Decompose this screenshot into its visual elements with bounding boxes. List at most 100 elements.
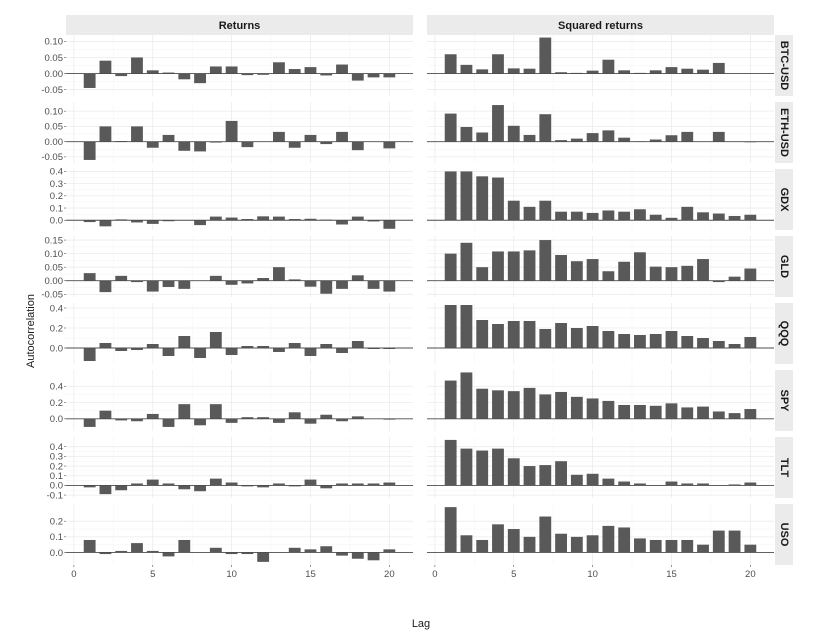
bar <box>115 73 128 77</box>
y-tick-label: 0.00 <box>45 137 64 148</box>
bar <box>383 141 396 149</box>
panel-background <box>66 102 413 163</box>
panel-background <box>427 236 774 297</box>
bar <box>162 72 175 74</box>
bar <box>83 348 96 361</box>
row-strip-label: GLD <box>778 255 790 278</box>
x-tick-label: 10 <box>226 569 237 580</box>
bar <box>209 478 222 486</box>
bar <box>320 141 333 145</box>
bar <box>146 479 159 486</box>
bar <box>225 280 238 285</box>
bar <box>476 450 489 486</box>
y-tick-label: 0.4 <box>50 303 63 314</box>
bar <box>162 220 175 222</box>
bar <box>697 212 709 221</box>
bar <box>336 348 348 353</box>
row-strip-label: QQQ <box>778 321 790 347</box>
bar <box>539 394 552 419</box>
bar <box>444 380 457 419</box>
y-tick-label: 0.1 <box>50 471 63 482</box>
bar <box>367 552 380 561</box>
bar <box>288 412 301 419</box>
bar <box>304 418 317 424</box>
bar <box>712 131 725 142</box>
bar <box>665 267 678 281</box>
bar <box>162 483 175 486</box>
bar <box>586 535 599 553</box>
bar <box>257 552 270 562</box>
y-tick-label: 0.0 <box>50 414 63 425</box>
bar <box>351 483 364 486</box>
bar <box>304 218 317 221</box>
bar <box>131 57 143 74</box>
bar <box>367 73 380 78</box>
bar <box>444 253 457 281</box>
bar <box>351 552 364 559</box>
bar <box>634 483 646 486</box>
bar <box>523 134 536 142</box>
bar <box>712 411 725 419</box>
bar <box>336 131 348 142</box>
bar <box>649 334 662 348</box>
y-tick-label: 0.1 <box>50 532 63 543</box>
bar <box>712 280 725 283</box>
bar <box>288 219 301 221</box>
bar <box>681 68 694 74</box>
bar <box>665 217 678 221</box>
bar <box>476 132 489 142</box>
y-tick-label: 0.0 <box>50 481 63 492</box>
bar <box>712 213 725 221</box>
bar <box>634 335 646 348</box>
bar <box>492 324 504 348</box>
bar <box>194 73 206 84</box>
panel-background <box>66 370 413 431</box>
y-tick-label: 0.00 <box>45 69 64 80</box>
bar <box>320 546 333 553</box>
bar <box>523 68 536 74</box>
bar <box>273 483 285 486</box>
y-tick-label: 0.0 <box>50 216 63 227</box>
bar <box>241 485 254 487</box>
bar <box>728 484 741 486</box>
bar <box>273 267 285 281</box>
panel-gld-returns <box>66 236 413 297</box>
bar <box>697 406 709 419</box>
bar <box>507 391 520 419</box>
bar <box>83 73 96 88</box>
bar <box>241 417 254 419</box>
bar <box>476 539 489 553</box>
y-tick-label: 0.10 <box>45 106 64 117</box>
panel-gdx-squared <box>427 169 774 230</box>
bar <box>555 72 567 74</box>
bar <box>162 552 175 557</box>
bar <box>351 275 364 281</box>
bar <box>115 348 128 351</box>
bar <box>383 280 396 292</box>
bar <box>99 410 112 419</box>
bar <box>131 418 143 422</box>
bar <box>570 211 583 221</box>
x-tick-label: 5 <box>150 569 155 580</box>
bar <box>744 409 757 419</box>
bar <box>539 516 552 553</box>
bar <box>336 418 348 422</box>
bar <box>476 267 489 281</box>
bar <box>209 141 222 143</box>
row-strip-label: GDX <box>778 188 790 213</box>
y-tick-label: 0.00 <box>45 276 64 287</box>
panel-spy-returns <box>66 370 413 431</box>
bar <box>744 214 757 221</box>
panel-background <box>66 236 413 297</box>
bar <box>131 543 143 553</box>
row-strip <box>775 236 793 297</box>
bar <box>288 547 301 553</box>
bar <box>634 252 646 281</box>
bar <box>273 348 285 352</box>
bar <box>555 254 567 281</box>
bar <box>225 482 238 486</box>
bar <box>241 73 254 76</box>
bar <box>383 482 396 486</box>
bar <box>665 67 678 74</box>
bar <box>712 530 725 553</box>
